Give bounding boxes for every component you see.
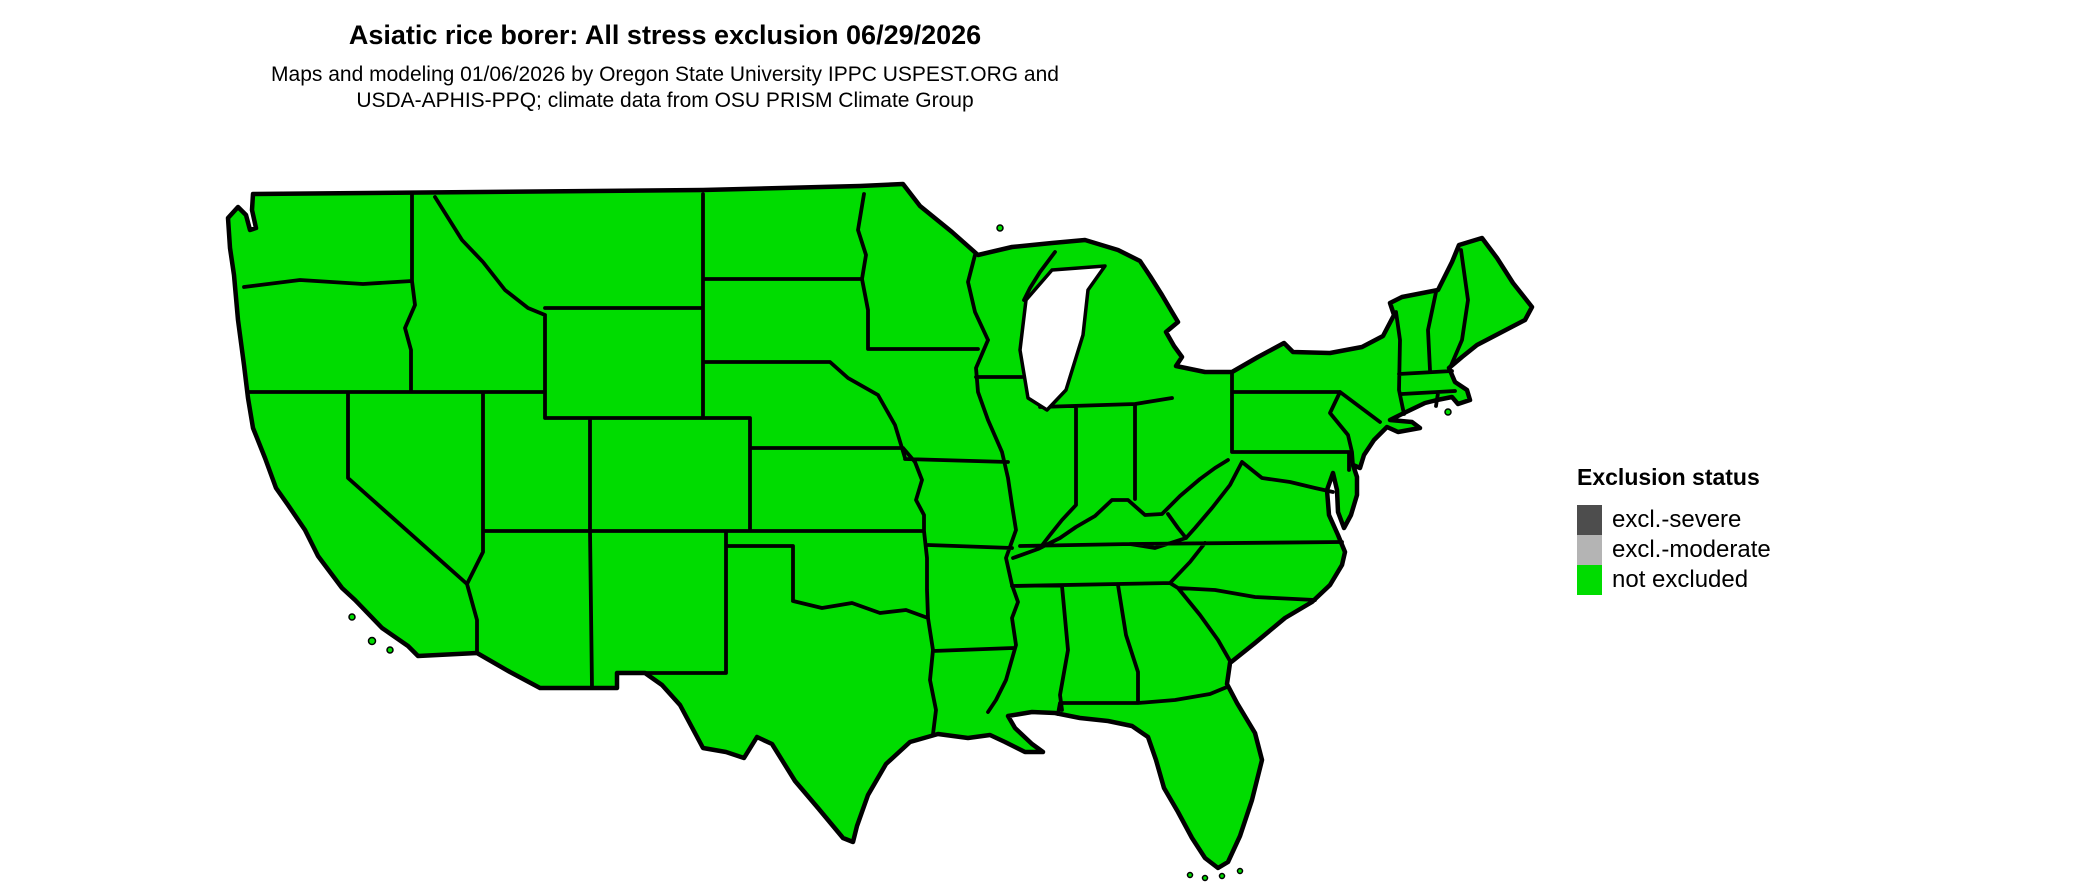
legend-label-excl-moderate: excl.-moderate	[1612, 536, 1771, 563]
page-title: Asiatic rice borer: All stress exclusion…	[348, 20, 982, 50]
us-country-outline	[225, 181, 1535, 871]
legend-label-not-excluded: not excluded	[1612, 566, 1749, 593]
us-map-svg	[225, 181, 1535, 882]
legend-item-excl-severe: excl.-severe	[1577, 505, 1771, 535]
subtitle-line-2: USDA-APHIS-PPQ; climate data from OSU PR…	[356, 89, 974, 112]
legend-swatch-excl-moderate	[1577, 535, 1602, 565]
legend: Exclusion status excl.-severe excl.-mode…	[1577, 464, 1771, 595]
legend-swatch-not-excluded	[1577, 565, 1602, 595]
map-header: Asiatic rice borer: All stress exclusion…	[0, 18, 1330, 114]
legend-swatch-excl-severe	[1577, 505, 1602, 535]
small-islands	[348, 224, 1452, 882]
legend-item-excl-moderate: excl.-moderate	[1577, 535, 1771, 565]
legend-item-not-excluded: not excluded	[1577, 565, 1771, 595]
lake-michigan	[1018, 264, 1107, 412]
legend-title: Exclusion status	[1577, 464, 1760, 490]
legend-label-excl-severe: excl.-severe	[1612, 506, 1742, 533]
subtitle-line-1: Maps and modeling 01/06/2026 by Oregon S…	[271, 63, 1059, 86]
state-borders	[242, 192, 1470, 736]
us-map	[165, 130, 1545, 892]
